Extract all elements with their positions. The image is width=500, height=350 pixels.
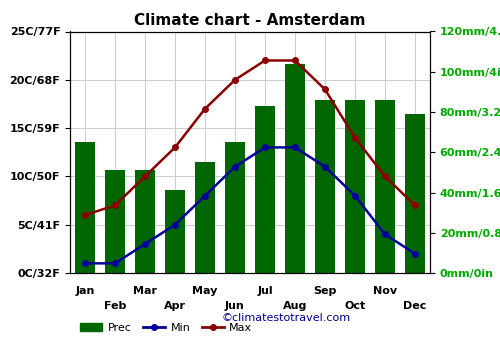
Text: Apr: Apr (164, 301, 186, 311)
Text: Jun: Jun (225, 301, 245, 311)
Bar (75, 142, 95, 273)
Bar (195, 162, 215, 273)
Bar (405, 114, 425, 273)
Bar (256, 106, 275, 273)
Text: May: May (192, 286, 218, 296)
Text: Aug: Aug (283, 301, 307, 311)
Bar (105, 170, 125, 273)
Text: Oct: Oct (344, 301, 366, 311)
Bar (375, 100, 395, 273)
Text: Feb: Feb (104, 301, 126, 311)
Text: Jul: Jul (257, 286, 273, 296)
Bar (165, 190, 185, 273)
Bar (316, 100, 335, 273)
Text: Sep: Sep (314, 286, 336, 296)
Legend: Prec, Min, Max: Prec, Min, Max (76, 318, 257, 337)
Text: Jan: Jan (76, 286, 94, 296)
Text: Mar: Mar (133, 286, 157, 296)
Bar (135, 170, 155, 273)
Text: ©climatestotravel.com: ©climatestotravel.com (221, 313, 350, 323)
Bar (345, 100, 365, 273)
Text: Nov: Nov (373, 286, 397, 296)
Bar (285, 64, 305, 273)
Title: Climate chart - Amsterdam: Climate chart - Amsterdam (134, 13, 366, 28)
Bar (225, 142, 245, 273)
Text: Dec: Dec (404, 301, 426, 311)
